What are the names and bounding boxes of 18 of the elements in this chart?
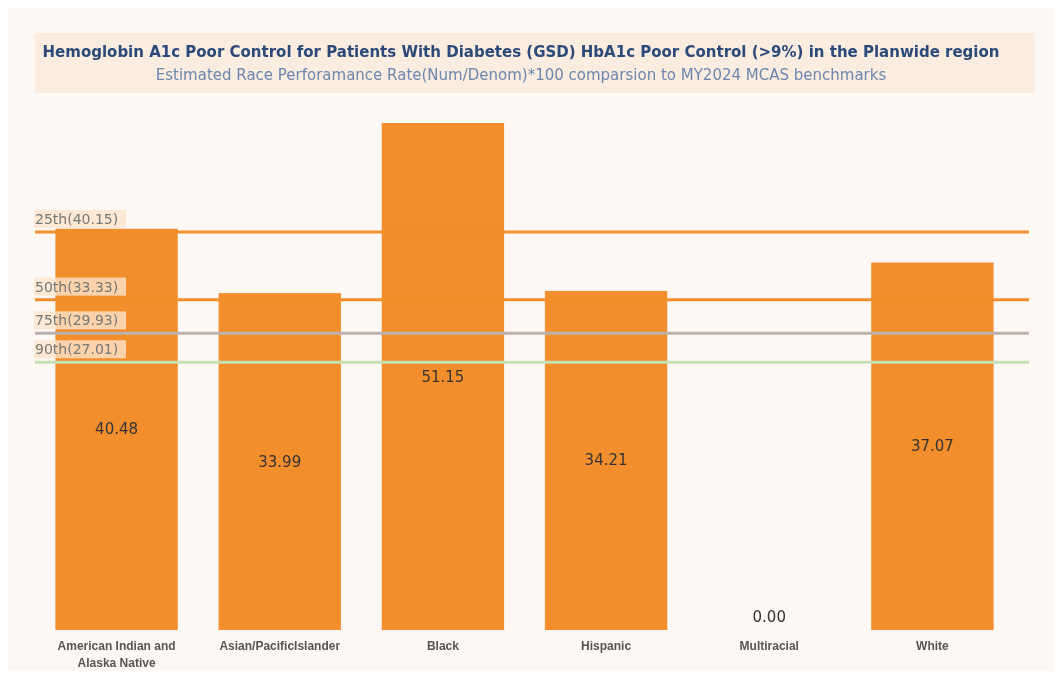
data-label: 40.48 (95, 420, 139, 439)
ref-line-label: 75th(29.93) (35, 312, 119, 329)
x-tick-label: White (916, 639, 950, 653)
ref-line-label: 25th(40.15) (35, 211, 119, 228)
x-tick-label: American Indian and Alaska Native (57, 639, 176, 670)
x-tick-label: Hispanic (581, 639, 632, 653)
ref-line-label: 90th(27.01) (35, 341, 119, 358)
data-label: 33.99 (258, 452, 302, 471)
chart-subtitle: Estimated Race Perforamance Rate(Num/Denom)*100 comparsion to MY2024 MCAS benchmarks (155, 66, 887, 84)
x-tick-label: Black (426, 639, 460, 653)
data-label: 37.07 (910, 437, 954, 456)
x-tick-label: Asian/PacificIslander (219, 639, 341, 653)
ref-line-label: 50th(33.33) (35, 278, 119, 295)
data-label: 0.00 (752, 608, 786, 626)
data-label: 34.21 (584, 451, 628, 470)
data-label: 51.15 (421, 367, 465, 386)
chart-title: Hemoglobin A1c Poor Control for Patients With Diabetes (GSD) HbA1c Poor Control (>9%) in the Planwide region (42, 43, 1000, 61)
x-tick-label: Multiracial (739, 639, 799, 653)
